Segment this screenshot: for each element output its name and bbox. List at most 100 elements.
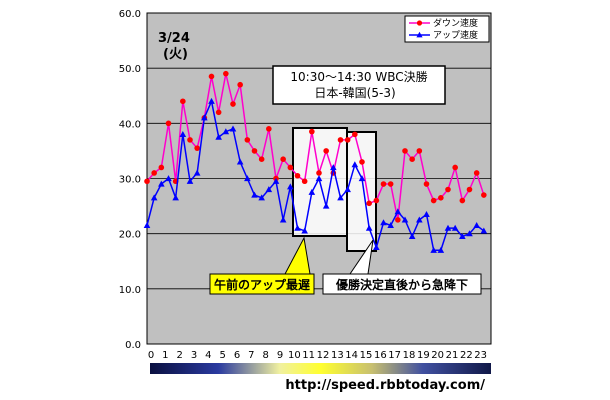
x-tick-label: 21: [446, 350, 459, 361]
y-tick-label: 40.0: [119, 119, 141, 130]
data-point-down: [158, 164, 165, 171]
data-point-down: [237, 81, 243, 88]
data-point-down: [280, 156, 286, 162]
data-point-down: [251, 148, 258, 154]
legend-down-marker: [416, 20, 423, 26]
data-point-down: [481, 192, 487, 198]
y-axis-ticks: 0.0 10.0 20.0 30.0 40.0 50.0 60.0: [119, 9, 141, 351]
data-point-up: [251, 191, 258, 198]
legend: ダウン速度 アップ速度: [404, 15, 490, 43]
data-point-up: [408, 233, 416, 240]
morning-slow-callout: 午前のアップ最遅: [209, 236, 315, 295]
data-point-up: [365, 224, 373, 231]
data-point-up: [236, 158, 244, 165]
data-point-up: [301, 227, 308, 234]
y-tick-label: 20.0: [119, 230, 141, 241]
x-tick-label: 3: [191, 350, 197, 361]
weekday-label: (火): [163, 47, 188, 62]
after-win-callout: 優勝決定直後から急降下: [322, 239, 482, 295]
data-point-up: [322, 202, 330, 209]
data-point-down: [258, 156, 265, 162]
data-point-up: [330, 164, 337, 171]
x-tick-label: 8: [262, 350, 268, 361]
data-point-up: [165, 175, 172, 182]
legend-up-marker: [416, 31, 423, 38]
data-point-up: [150, 194, 158, 201]
wbc-annotation-line2: 日本-韓国(5-3): [314, 86, 395, 100]
x-tick-label: 17: [388, 350, 401, 361]
data-point-down: [223, 70, 229, 77]
data-point-down: [352, 131, 358, 138]
data-point-up: [380, 219, 387, 226]
data-point-down: [187, 137, 193, 143]
data-point-down: [423, 181, 430, 187]
x-tick-label: 7: [248, 350, 254, 361]
data-point-up: [143, 221, 151, 228]
x-tick-label: 20: [431, 350, 444, 361]
data-point-up: [373, 244, 380, 251]
data-point-up: [358, 175, 366, 182]
x-tick-label: 15: [360, 350, 373, 361]
data-point-up: [172, 194, 179, 201]
data-point-down: [266, 126, 272, 132]
data-point-up: [265, 186, 273, 193]
data-point-down: [244, 137, 251, 143]
x-axis-ticks: 0 1 2 3 4 5 6 7 8 9 10 11 12 13 14 15 16 17 18 19 20 21 22 23: [148, 350, 487, 361]
data-point-up: [344, 186, 351, 193]
data-point-down: [438, 195, 444, 201]
data-point-up: [158, 180, 165, 187]
x-tick-label: 2: [176, 350, 182, 361]
data-point-up: [337, 194, 344, 201]
data-point-up: [473, 221, 480, 228]
x-tick-label: 13: [331, 350, 344, 361]
data-point-up: [244, 175, 251, 182]
data-point-up: [416, 216, 423, 223]
x-tick-label: 22: [460, 350, 473, 361]
data-point-down: [144, 178, 150, 185]
data-point-up: [294, 224, 301, 231]
data-point-down: [309, 128, 315, 135]
legend-box: [404, 15, 490, 43]
data-point-up: [387, 221, 394, 228]
data-point-down: [445, 186, 451, 193]
data-point-up: [308, 188, 316, 195]
data-point-up: [229, 125, 237, 132]
x-tick-label: 12: [317, 350, 330, 361]
date-label: 3/24: [158, 31, 190, 46]
x-tick-label: 19: [417, 350, 430, 361]
data-point-down: [215, 109, 222, 116]
source-url: http://speed.rbbtoday.com/: [285, 378, 485, 393]
morning-slow-box: [209, 273, 315, 295]
y-tick-label: 60.0: [119, 9, 141, 20]
data-point-down: [366, 200, 372, 207]
x-tick-label: 0: [148, 350, 154, 361]
time-of-day-bar: [150, 363, 491, 374]
data-point-up: [287, 183, 294, 190]
data-point-down: [416, 148, 423, 154]
y-tick-label: 10.0: [119, 285, 141, 296]
data-point-up: [193, 169, 201, 176]
data-point-up: [258, 194, 265, 201]
data-point-up: [351, 161, 359, 168]
data-point-down: [151, 170, 157, 176]
data-point-down: [473, 170, 480, 176]
data-point-down: [323, 148, 329, 154]
data-point-down: [459, 197, 466, 204]
x-tick-label: 6: [234, 350, 240, 361]
morning-slow-text: 午前のアップ最遅: [214, 277, 310, 292]
data-point-down: [359, 159, 365, 165]
wbc-annotation-box: [272, 65, 446, 105]
series-up: [143, 97, 488, 253]
x-tick-label: 1: [162, 350, 168, 361]
data-point-up: [430, 246, 437, 253]
data-point-up: [423, 210, 430, 217]
series-layer: [143, 70, 488, 253]
data-point-down: [380, 181, 387, 187]
data-point-down: [344, 137, 351, 143]
data-point-up: [401, 216, 409, 223]
data-point-down: [430, 197, 437, 204]
data-point-up: [451, 224, 459, 231]
legend-down-label: ダウン速度: [433, 17, 478, 29]
y-tick-label: 0.0: [125, 340, 141, 351]
